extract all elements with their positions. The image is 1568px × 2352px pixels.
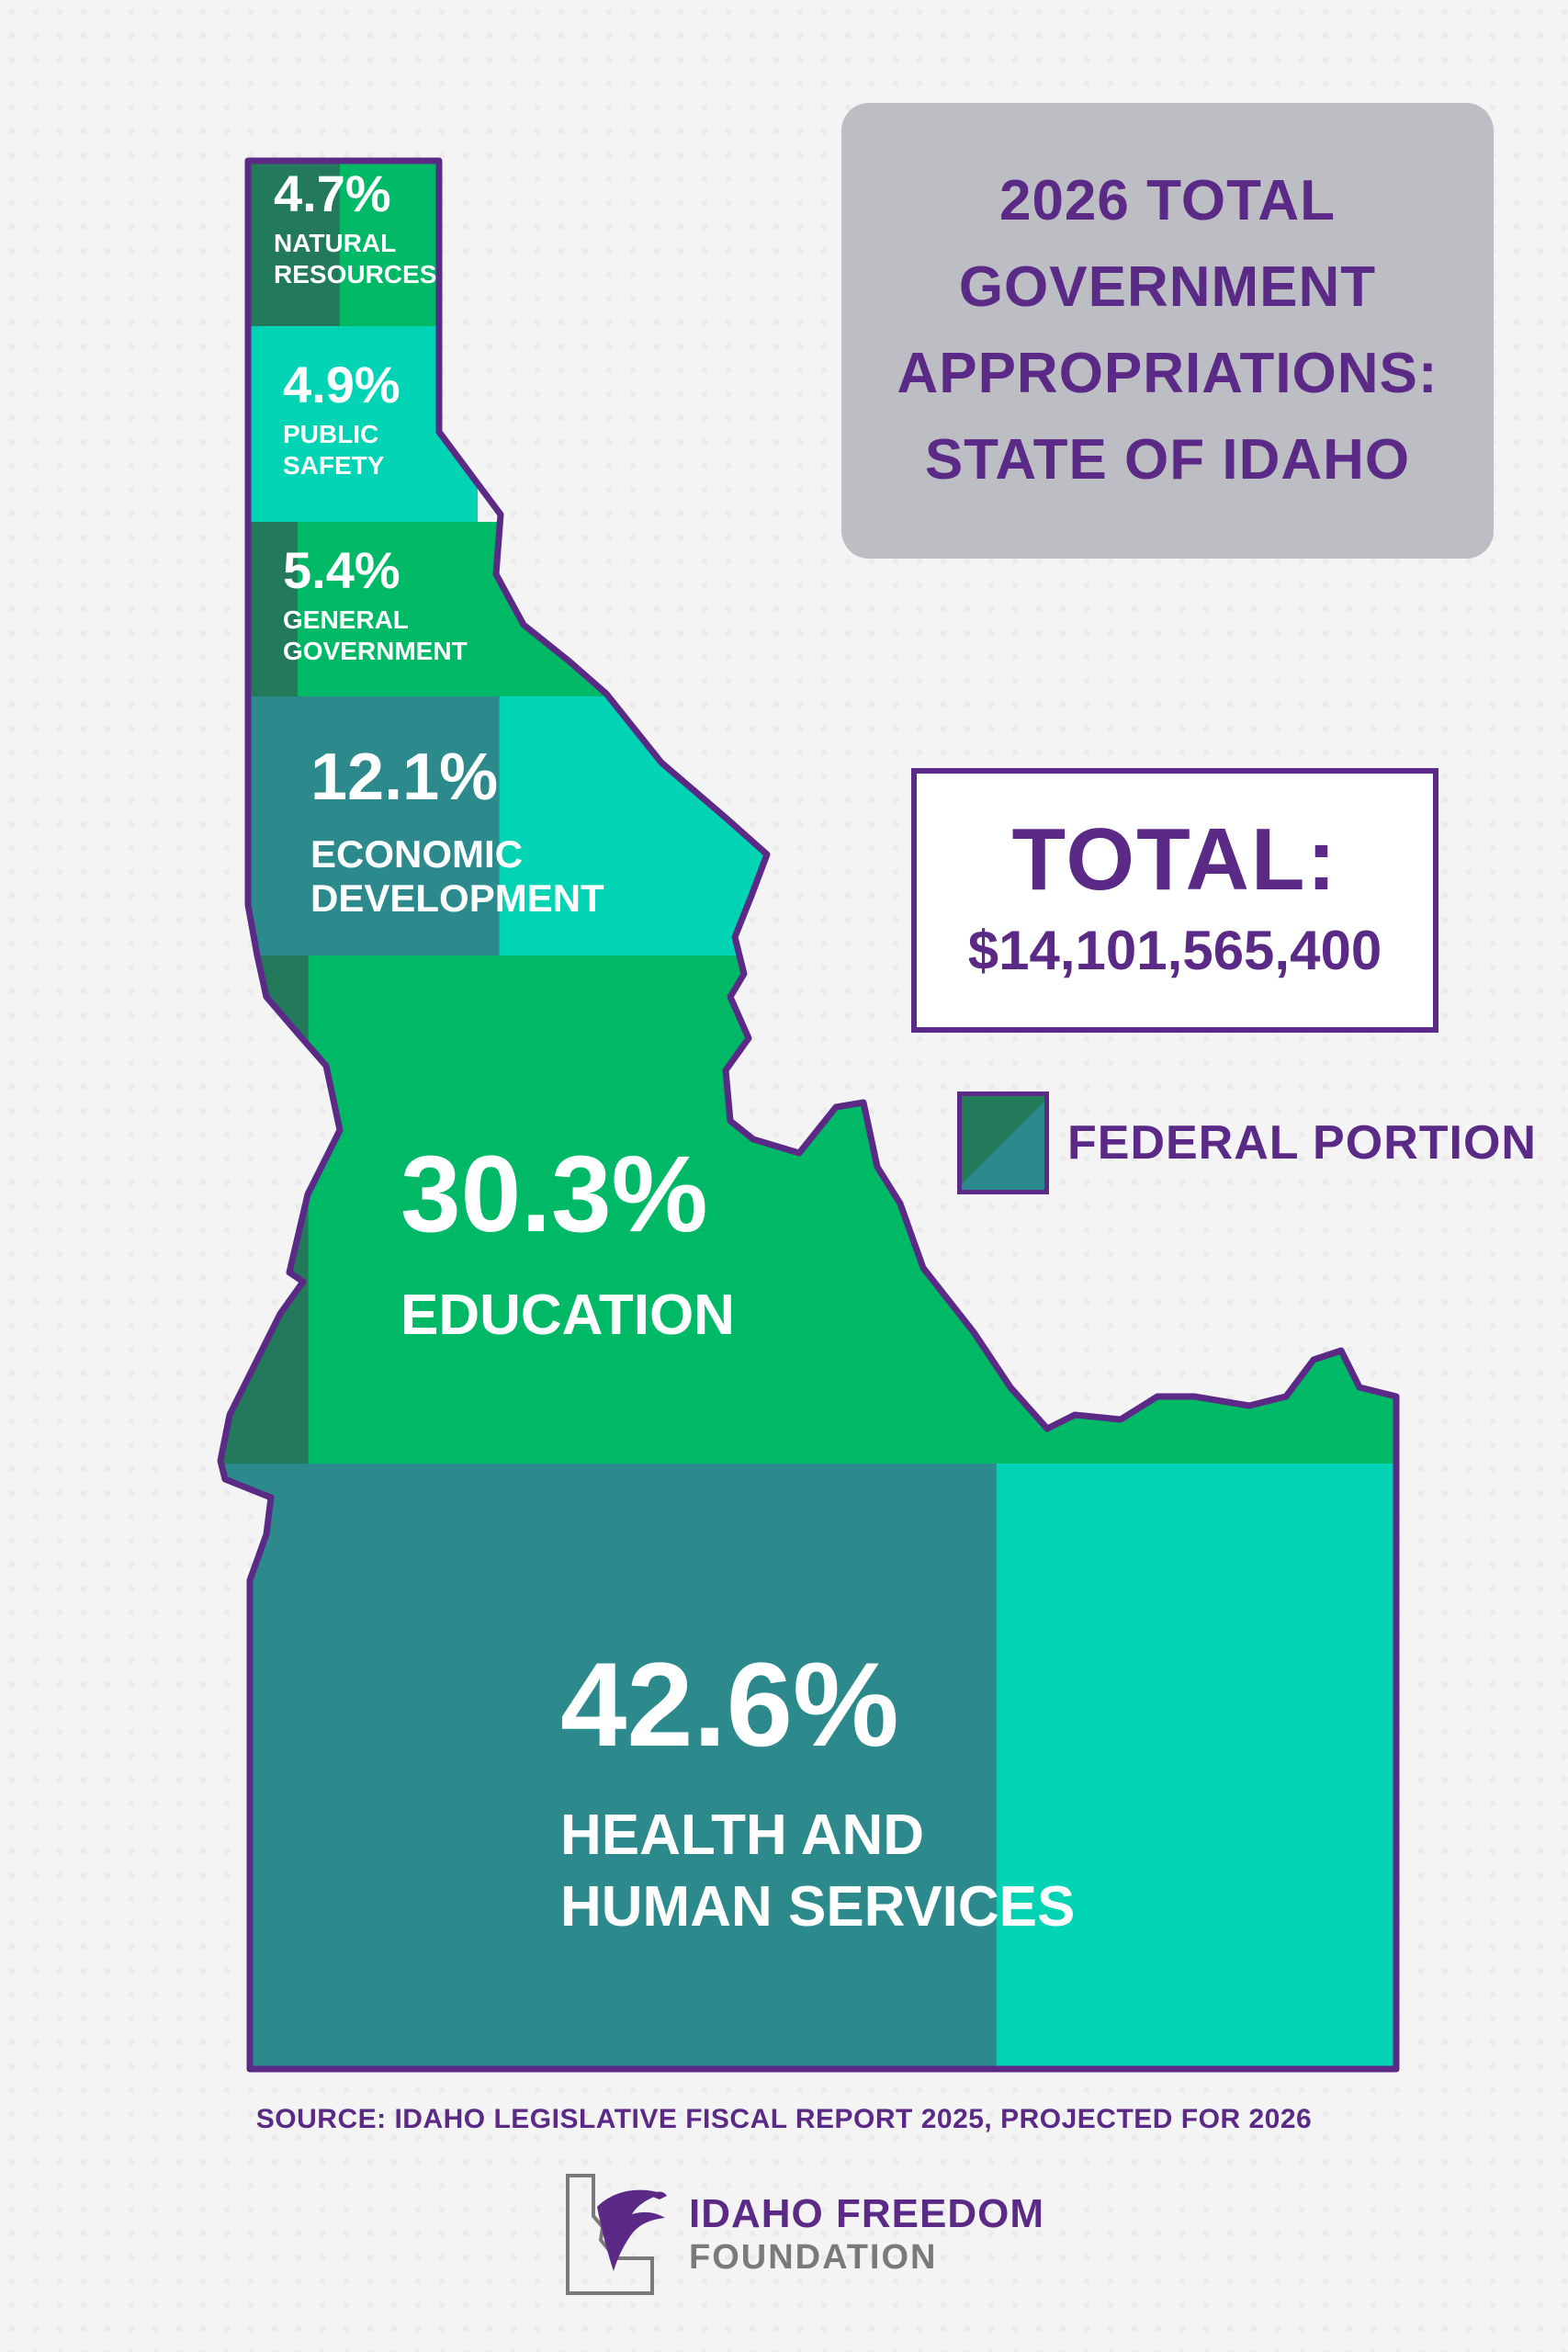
total-label: TOTAL:: [1011, 810, 1338, 909]
value-label-economic-development: 12.1%: [310, 741, 498, 814]
category-label-general-government: GOVERNMENT: [283, 637, 468, 665]
region-natural-resources-federal-portion: [248, 161, 340, 326]
category-label-natural-resources: NATURAL: [274, 229, 396, 257]
state-outline: [217, 157, 1400, 2073]
category-label-health-and-human-services: HUMAN SERVICES: [560, 1875, 1075, 1939]
category-label-public-safety: SAFETY: [283, 451, 385, 480]
value-label-general-government: 5.4%: [283, 541, 400, 599]
total-value: $14,101,565,400: [967, 920, 1382, 981]
value-label-public-safety: 4.9%: [283, 356, 400, 413]
category-label-general-government: GENERAL: [283, 605, 409, 634]
logo: IDAHO FREEDOM FOUNDATION: [560, 2170, 1044, 2299]
category-label-health-and-human-services: HEALTH AND: [560, 1804, 924, 1867]
legend-swatch-federal: [957, 1091, 1049, 1194]
category-label-natural-resources: RESOURCES: [274, 260, 436, 288]
value-label-health-and-human-services: 42.6%: [560, 1637, 899, 1771]
category-label-economic-development: ECONOMIC: [310, 832, 523, 876]
legend-label-federal: FEDERAL PORTION: [1067, 1116, 1537, 1170]
idaho-eagle-logo-icon: [566, 2174, 667, 2295]
source-note: SOURCE: IDAHO LEGISLATIVE FISCAL REPORT …: [255, 2104, 1313, 2134]
title-panel: 2026 TOTAL GOVERNMENT APPROPRIATIONS: ST…: [841, 103, 1494, 559]
region-general-government-federal-portion: [248, 522, 298, 696]
legend: FEDERAL PORTION: [957, 1091, 1537, 1194]
value-label-education: 30.3%: [400, 1134, 708, 1255]
category-label-public-safety: PUBLIC: [283, 420, 378, 448]
logo-name-line2: FOUNDATION: [689, 2238, 938, 2277]
category-label-economic-development: DEVELOPMENT: [310, 876, 604, 920]
chart-title: 2026 TOTAL GOVERNMENT APPROPRIATIONS: ST…: [897, 169, 1438, 492]
value-label-natural-resources: 4.7%: [274, 164, 391, 222]
region-health-and-human-services-federal-portion: [220, 1464, 997, 2069]
total-panel: TOTAL: $14,101,565,400: [911, 768, 1438, 1033]
logo-name-line1: IDAHO FREEDOM: [689, 2191, 1044, 2236]
region-economic-development-federal-portion: [248, 696, 500, 956]
category-label-education: EDUCATION: [400, 1283, 735, 1347]
